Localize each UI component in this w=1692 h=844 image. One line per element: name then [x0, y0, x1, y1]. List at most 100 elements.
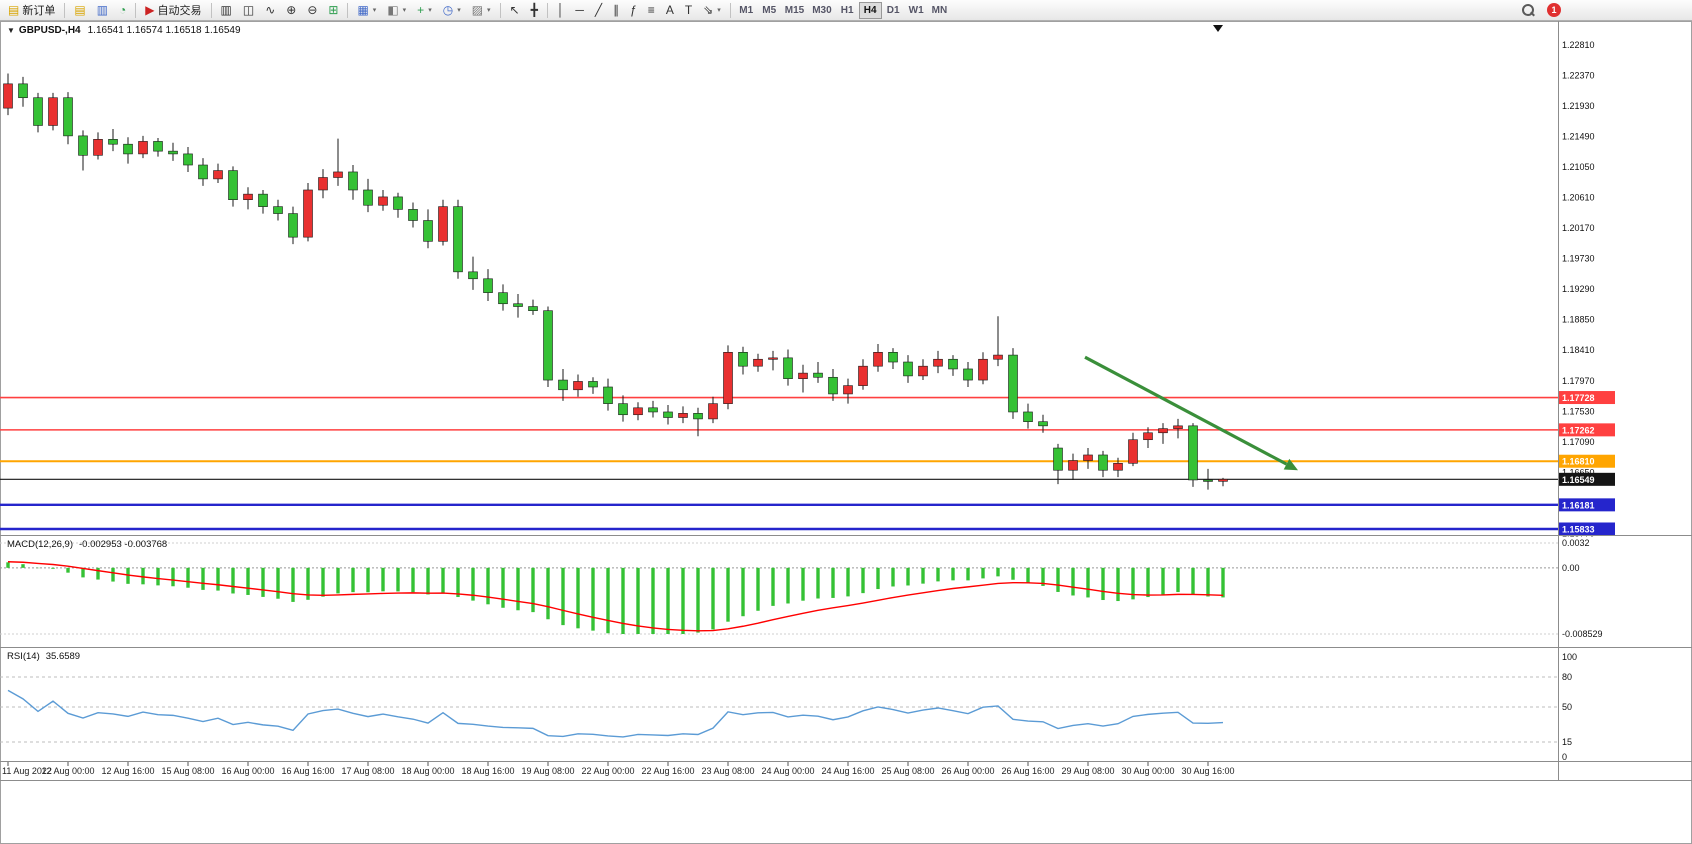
candle-down [828, 376, 838, 395]
candle-up [753, 358, 763, 367]
bar-chart-mode-icon: ▥ [220, 3, 232, 17]
candles-layer [3, 73, 1228, 490]
price-badge [1559, 522, 1615, 536]
price-tick-label: 1.20170 [1562, 223, 1595, 233]
price-tick-label: 1.17970 [1562, 376, 1595, 386]
market-watch-button[interactable]: ▤ [69, 1, 90, 19]
timeframe-w1-button[interactable]: W1 [905, 2, 928, 19]
candle-up [873, 352, 883, 367]
price-tick-label: 1.21490 [1562, 132, 1595, 142]
candle-up [213, 170, 223, 180]
candle-down [273, 206, 283, 214]
timeframe-m30-button[interactable]: M30 [808, 2, 835, 19]
trendline-tool-icon: ╱ [594, 3, 603, 17]
fibonacci-tool-button[interactable]: ƒ [625, 1, 642, 19]
tile-windows-button[interactable]: ⊞ [323, 1, 343, 19]
rsi-value: 35.6589 [45, 651, 81, 662]
new-order-button[interactable]: ▤ 新订单 [3, 1, 60, 19]
candle-down [528, 306, 538, 311]
candle-up [798, 372, 808, 379]
shapes-tool-icon: ≡ [647, 3, 655, 17]
cursor-button[interactable]: ↖ [505, 1, 525, 19]
time-tick-label: 22 Aug 16:00 [641, 766, 694, 776]
time-tick-label: 22 Aug 00:00 [581, 766, 634, 776]
timeframe-mn-button[interactable]: MN [928, 2, 952, 19]
new-order-label: 新订单 [22, 5, 56, 17]
vertical-line-tool-button[interactable]: │ [552, 1, 570, 19]
auto-trading-icon: ▶ [145, 3, 155, 17]
candle-down [123, 143, 133, 155]
price-tick-label: 1.18850 [1562, 315, 1595, 325]
candle-down [288, 213, 298, 238]
line-chart-mode-button[interactable]: ∿ [260, 1, 280, 19]
navigator-button[interactable]: ◔ [114, 1, 131, 19]
candle-down [738, 352, 748, 367]
candle-up [318, 177, 328, 191]
price-tick-label: 1.19730 [1562, 254, 1595, 264]
line-chart-mode-icon: ∿ [265, 3, 276, 17]
search-icon[interactable] [1522, 3, 1535, 17]
time-tick-label: 29 Aug 08:00 [1061, 766, 1114, 776]
channel-tool-button[interactable]: ∥ [608, 1, 624, 19]
timeframe-m15-button[interactable]: M15 [781, 2, 808, 19]
price-badge-label: 1.17728 [1562, 393, 1595, 403]
zoom-in-button[interactable]: ⊕ [281, 1, 301, 19]
candlestick-mode-button[interactable]: ◫ [238, 1, 259, 19]
candle-up [723, 352, 733, 404]
candle-down [693, 413, 703, 420]
zoom-out-button[interactable]: ⊖ [302, 1, 322, 19]
crosshair-button[interactable]: ╋ [526, 1, 543, 19]
profiles-icon: ◧ [387, 3, 399, 17]
candle-down [78, 135, 88, 156]
new-chart-icon: ▦ [357, 3, 369, 17]
notification-badge[interactable]: 1 [1547, 3, 1561, 17]
arrows-tool-icon: ⇘ [703, 3, 714, 17]
rsi-name: RSI(14) [7, 651, 40, 662]
timeframe-m5-button[interactable]: M5 [758, 2, 781, 19]
toolbar-separator [347, 2, 349, 18]
trendline-tool-button[interactable]: ╱ [590, 1, 607, 19]
candle-down [453, 206, 463, 273]
text-tool-button[interactable]: A [661, 1, 679, 19]
auto-trading-button[interactable]: ▶ 自动交易 [140, 1, 206, 19]
candle-up [918, 365, 928, 377]
timeframe-m1-button[interactable]: M1 [735, 2, 758, 19]
search-lens [1522, 3, 1534, 16]
crosshair-icon: ╋ [530, 3, 538, 17]
chart-shift-marker[interactable] [1213, 25, 1223, 32]
timeframe-h1-button[interactable]: H1 [836, 2, 859, 19]
label-tool-button[interactable]: T [680, 1, 697, 19]
candle-down [168, 150, 178, 155]
new-chart-button[interactable]: ▦ ▾ [352, 1, 381, 19]
candle-down [543, 310, 553, 381]
zoom-in-icon: ⊕ [286, 3, 297, 17]
trend-arrow-line[interactable] [1084, 355, 1288, 466]
price-badge-label: 1.16181 [1562, 500, 1595, 510]
timeframe-d1-button[interactable]: D1 [882, 2, 905, 19]
price-badge-label: 1.16549 [1562, 475, 1595, 485]
templates-button[interactable]: ▨ ▾ [467, 1, 496, 19]
periods-button[interactable]: ◷ ▾ [438, 1, 466, 19]
bar-chart-mode-button[interactable]: ▥ [216, 1, 237, 19]
candle-down [393, 196, 403, 210]
profiles-button[interactable]: ◧ ▾ [382, 1, 411, 19]
data-window-button[interactable]: ▥ [92, 1, 113, 19]
horizontal-line-tool-button[interactable]: ─ [570, 1, 589, 19]
indicators-button[interactable]: + ▾ [412, 1, 437, 19]
symbol-dropdown-icon[interactable]: ▼ [7, 26, 15, 35]
price-badge [1559, 423, 1615, 437]
candle-down [663, 411, 673, 418]
candle-down [813, 372, 823, 378]
candle-up [1218, 479, 1228, 482]
shapes-tool-button[interactable]: ≡ [643, 1, 660, 19]
candle-down [1023, 411, 1033, 422]
arrows-tool-button[interactable]: ⇘ ▾ [698, 1, 726, 19]
ohlc-values: 1.16541 1.16574 1.16518 1.16549 [87, 25, 241, 36]
time-tick-label: 18 Aug 16:00 [461, 766, 514, 776]
timeframe-h4-button[interactable]: H4 [858, 1, 882, 19]
macd-name: MACD(12,26,9) [7, 539, 73, 550]
rsi-panel: 100 80 50 15 0 [0, 652, 1577, 762]
trend-arrow[interactable] [1084, 355, 1298, 471]
